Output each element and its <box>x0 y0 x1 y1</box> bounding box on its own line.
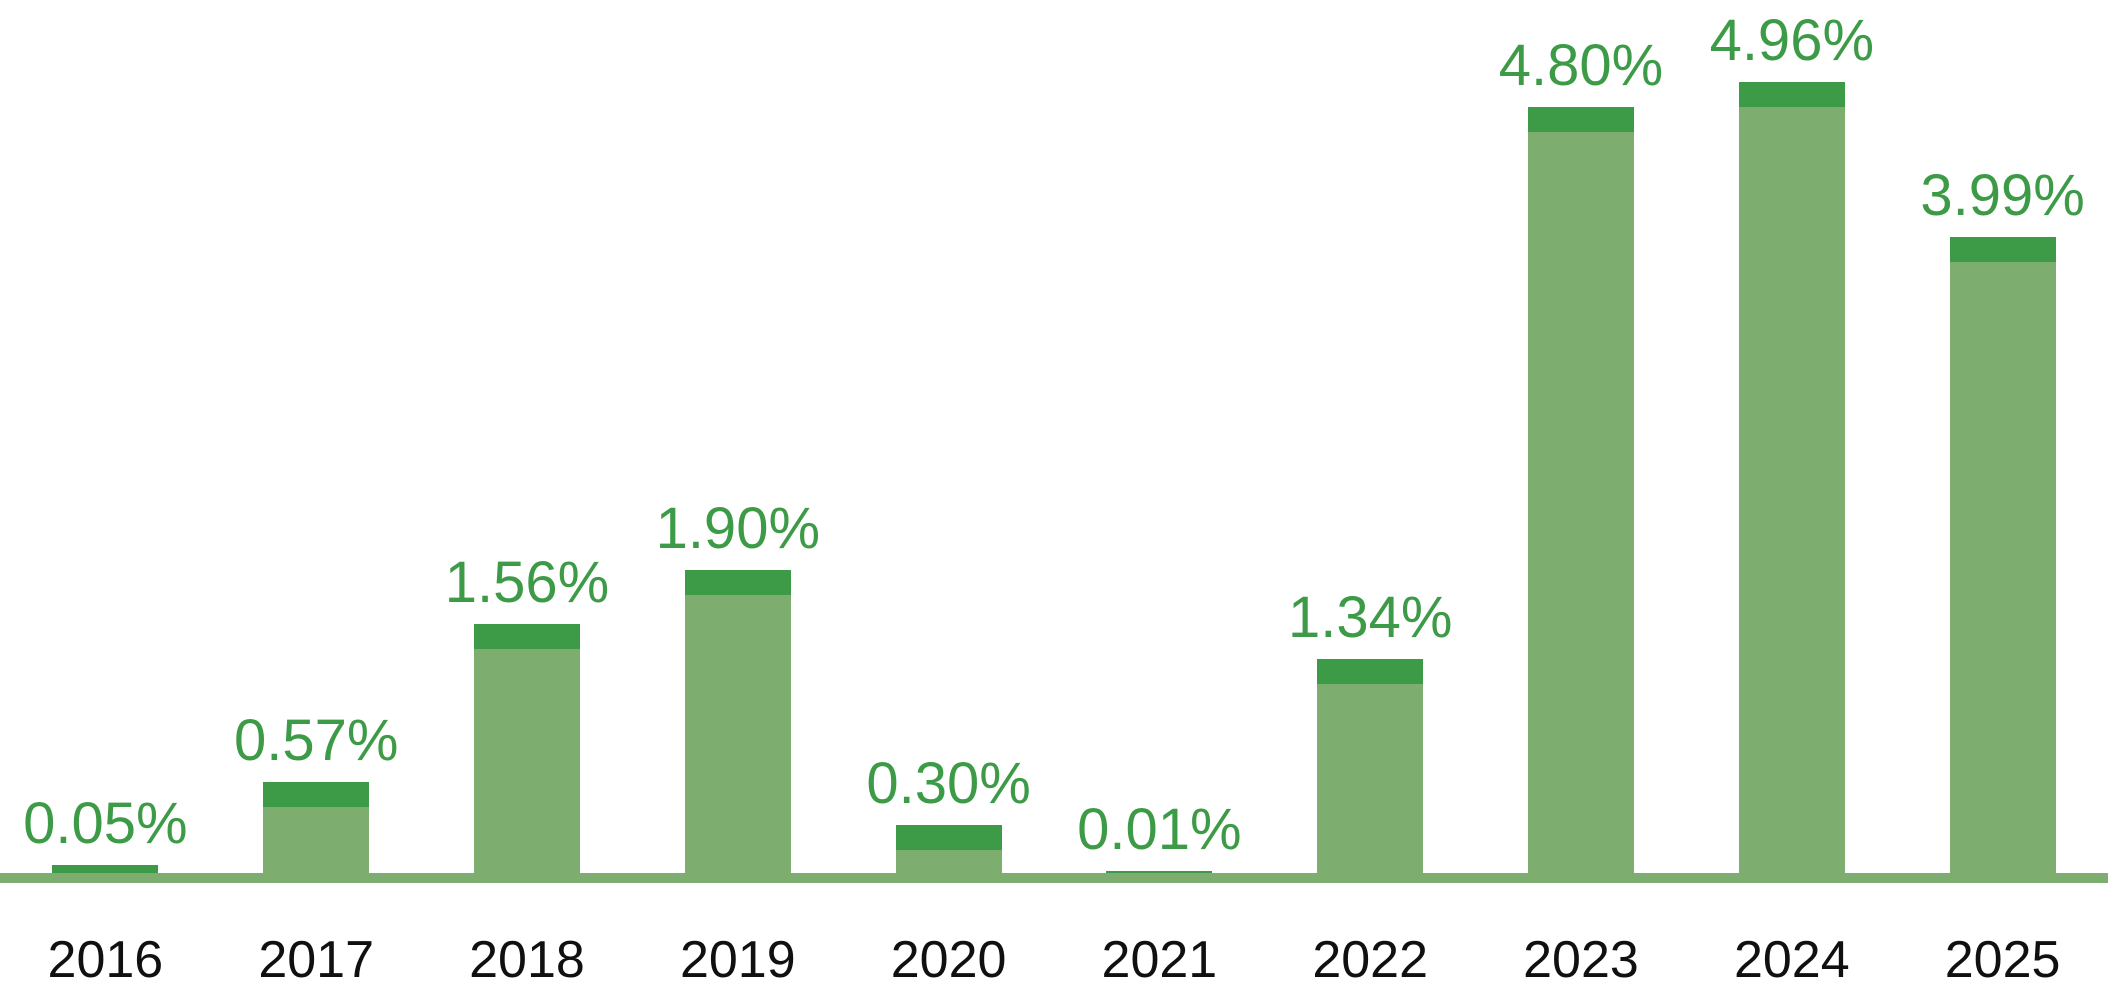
bar-2016 <box>52 865 159 873</box>
bar-body-segment <box>1528 132 1634 873</box>
bar-2023 <box>1528 107 1634 873</box>
bar-cap-segment <box>1317 659 1424 685</box>
value-label-2021: 0.01% <box>1077 797 1242 863</box>
year-label-2017: 2017 <box>258 931 375 989</box>
bar-body-segment <box>1949 261 2056 873</box>
value-label-2017: 0.57% <box>233 708 399 774</box>
bar-cap-segment <box>684 569 791 595</box>
bar-body-segment <box>474 649 580 873</box>
year-label-2025: 2025 <box>1944 931 2061 989</box>
bar-body-segment <box>263 807 370 873</box>
bar-cap-segment <box>263 782 370 808</box>
bar-body-segment <box>895 850 1002 873</box>
bar-2022 <box>1317 659 1424 873</box>
year-label-2023: 2023 <box>1523 931 1639 989</box>
bar-2017 <box>263 782 370 873</box>
bar-2021 <box>1106 871 1213 873</box>
year-label-2016: 2016 <box>47 931 164 989</box>
value-label-2024: 4.96% <box>1709 7 1875 73</box>
bar-2025 <box>1949 236 2056 873</box>
x-axis-baseline <box>0 873 2108 883</box>
year-label-2018: 2018 <box>469 931 585 989</box>
year-label-2019: 2019 <box>679 931 796 989</box>
bar-body-segment <box>684 594 791 873</box>
bar-cap-segment <box>1949 236 2056 262</box>
bar-cap-segment <box>1528 107 1634 133</box>
value-label-2020: 0.30% <box>866 751 1031 817</box>
year-label-2021: 2021 <box>1101 931 1218 989</box>
bar-2024 <box>1738 81 1845 873</box>
bar-2020 <box>895 825 1002 873</box>
bar-2019 <box>684 569 791 873</box>
bar-cap-segment <box>474 624 580 650</box>
value-label-2022: 1.34% <box>1287 585 1453 651</box>
value-label-2019: 1.90% <box>655 495 821 561</box>
bar-cap-segment <box>895 825 1002 851</box>
bar-body-segment <box>1317 684 1424 873</box>
bar-2018 <box>474 624 580 873</box>
year-label-2024: 2024 <box>1733 931 1850 989</box>
value-label-2018: 1.56% <box>444 550 610 616</box>
year-label-2022: 2022 <box>1312 931 1429 989</box>
bar-cap-segment <box>52 865 159 873</box>
year-label-2020: 2020 <box>890 931 1007 989</box>
bar-cap-segment <box>1738 81 1845 107</box>
bar-body-segment <box>1738 106 1845 873</box>
bar-cap-segment <box>1106 871 1213 873</box>
value-label-2023: 4.80% <box>1498 33 1664 99</box>
